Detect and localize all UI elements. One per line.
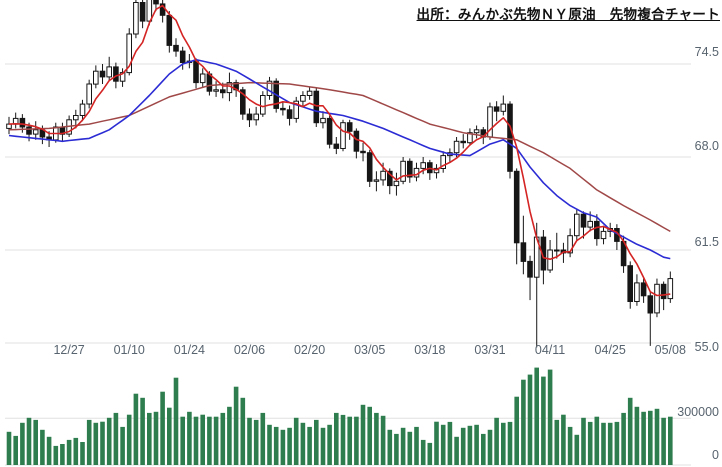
chart-source-title: 出所：みんかぶ先物ＮＹ原油 先物複合チャート	[416, 7, 720, 22]
date-axis-label: 04/11	[534, 343, 566, 357]
date-axis-label: 02/20	[293, 343, 326, 357]
volume-axis-label: 0	[712, 448, 719, 462]
date-axis-label: 02/06	[233, 343, 266, 357]
date-axis-label: 05/08	[654, 343, 686, 357]
date-axis-label: 01/10	[113, 343, 145, 357]
date-axis-label: 03/05	[354, 343, 386, 357]
price-axis-label: 55.0	[694, 340, 719, 354]
price-axis-label: 61.5	[694, 235, 719, 249]
price-axis-label: 68.0	[694, 139, 719, 153]
date-axis-label: 01/24	[173, 343, 205, 357]
date-axis-label: 03/31	[474, 343, 506, 357]
date-axis-label: 03/18	[414, 343, 446, 357]
volume-axis-label: 300000	[677, 405, 719, 419]
date-axis-label: 04/25	[594, 343, 626, 357]
date-axis-label: 12/27	[53, 343, 85, 357]
price-axis-label: 74.5	[694, 45, 719, 59]
